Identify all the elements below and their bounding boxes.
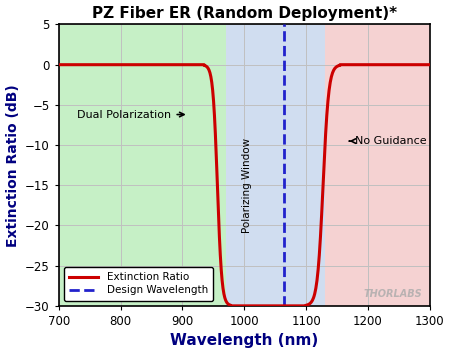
- Bar: [324, 24, 430, 306]
- Extinction Ratio: [228, 304, 234, 308]
- Design Wavelength: [281, 55, 287, 59]
- X-axis label: Wavelength (nm): Wavelength (nm): [170, 333, 319, 348]
- Line: Extinction Ratio: Extinction Ratio: [59, 65, 430, 306]
- Text: No Guidance: No Guidance: [349, 136, 427, 146]
- Bar: [226, 24, 324, 306]
- Extinction Ratio: [318, 235, 323, 239]
- Design Wavelength: [281, 63, 287, 67]
- Extinction Ratio: [296, 304, 301, 308]
- Extinction Ratio: [56, 63, 62, 67]
- Text: Polarizing Window: Polarizing Window: [243, 138, 252, 233]
- Y-axis label: Extinction Ratio (dB): Extinction Ratio (dB): [5, 84, 19, 246]
- Extinction Ratio: [157, 63, 162, 67]
- Legend: Extinction Ratio, Design Wavelength: Extinction Ratio, Design Wavelength: [64, 267, 213, 301]
- Extinction Ratio: [427, 63, 432, 67]
- Text: THORLABS: THORLABS: [363, 289, 422, 299]
- Extinction Ratio: [81, 63, 86, 67]
- Extinction Ratio: [207, 69, 212, 74]
- Bar: [59, 24, 226, 306]
- Title: PZ Fiber ER (Random Deployment)*: PZ Fiber ER (Random Deployment)*: [92, 6, 397, 21]
- Text: Dual Polarization: Dual Polarization: [77, 109, 184, 120]
- Extinction Ratio: [216, 213, 221, 217]
